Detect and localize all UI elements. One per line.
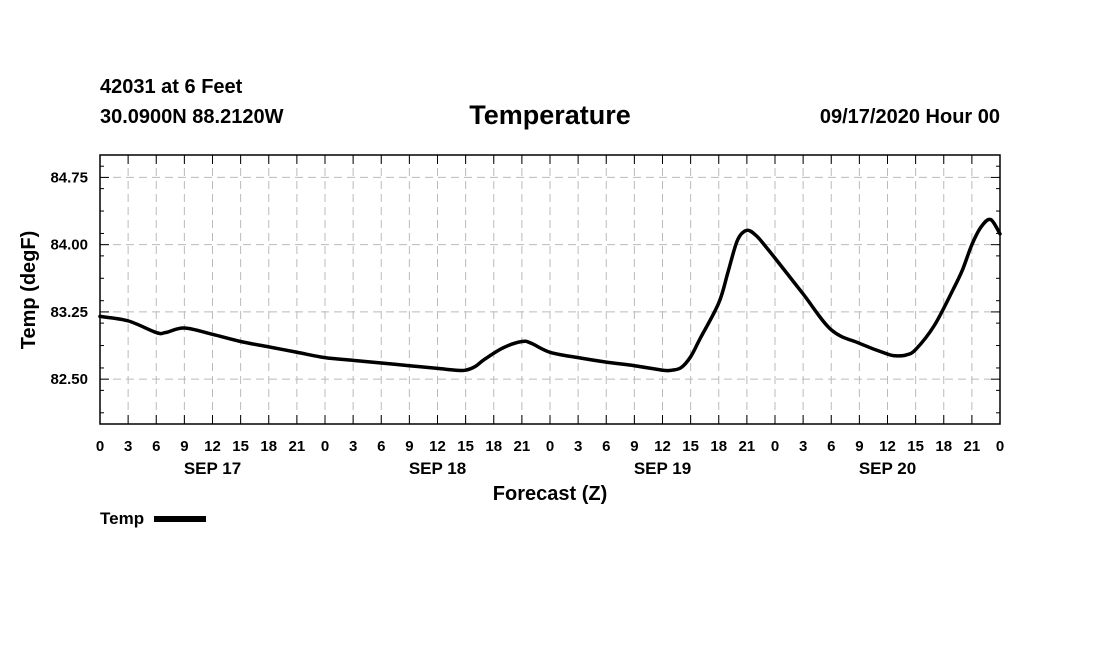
x-tick-label: 12: [429, 438, 446, 455]
axis-ticks: [99, 155, 1001, 424]
y-tick-label: 82.50: [50, 371, 88, 388]
x-tick-label: 3: [349, 438, 357, 455]
x-tick-label: 21: [964, 438, 981, 455]
x-tick-label: 18: [710, 438, 727, 455]
x-tick-label: 6: [602, 438, 610, 455]
x-tick-label: 21: [514, 438, 531, 455]
forecast-datetime-label: 09/17/2020 Hour 00: [819, 106, 1000, 128]
legend-swatch-temp: [154, 516, 207, 522]
axis-labels: 0 3 6 9 12 15 18 21 0 3 6 9 12 15 18 21 0 3 6 9 12 15 18 21 0 3 6 9…: [50, 169, 1004, 478]
grid-lines: [100, 155, 1000, 424]
x-tick-label: 6: [377, 438, 385, 455]
x-tick-label: 3: [574, 438, 582, 455]
x-tick-label: 18: [260, 438, 277, 455]
x-tick-label: 3: [124, 438, 132, 455]
x-tick-label: 9: [630, 438, 638, 455]
x-tick-label: 0: [321, 438, 329, 455]
legend-label-temp: Temp: [100, 509, 145, 528]
day-label: SEP 17: [184, 459, 241, 478]
x-tick-label: 21: [739, 438, 756, 455]
y-tick-label: 84.75: [50, 169, 88, 186]
x-tick-label: 15: [232, 438, 249, 455]
x-tick-label: 0: [771, 438, 779, 455]
y-axis-title: Temp (degF): [18, 231, 40, 350]
plot-frame: [99, 154, 1001, 425]
x-tick-label: 6: [827, 438, 835, 455]
series-line-temp: [98, 217, 1002, 373]
x-tick-label: 12: [879, 438, 896, 455]
x-tick-label: 18: [485, 438, 502, 455]
x-tick-label: 15: [907, 438, 924, 455]
x-axis-title: Forecast (Z): [493, 483, 607, 505]
x-tick-label: 9: [405, 438, 413, 455]
day-label: SEP 18: [409, 459, 466, 478]
coordinates-label: 30.0900N 88.2120W: [100, 106, 284, 128]
x-tick-label: 12: [204, 438, 221, 455]
x-tick-label: 3: [799, 438, 807, 455]
x-tick-label: 9: [180, 438, 188, 455]
legend: Temp: [100, 509, 207, 529]
x-tick-label: 15: [457, 438, 474, 455]
day-label: SEP 19: [634, 459, 691, 478]
x-tick-label: 9: [855, 438, 863, 455]
station-label: 42031 at 6 Feet: [100, 76, 243, 98]
x-tick-label: 12: [654, 438, 671, 455]
x-tick-label: 6: [152, 438, 160, 455]
x-tick-label: 0: [996, 438, 1004, 455]
x-tick-label: 0: [546, 438, 554, 455]
chart-title: Temperature: [469, 100, 631, 130]
series-layer: [98, 217, 1002, 373]
y-tick-label: 84.00: [50, 237, 88, 254]
x-tick-label: 18: [935, 438, 952, 455]
day-label: SEP 20: [859, 459, 916, 478]
y-tick-label: 83.25: [50, 304, 88, 321]
x-tick-label: 0: [96, 438, 104, 455]
x-tick-label: 15: [682, 438, 699, 455]
x-tick-label: 21: [289, 438, 306, 455]
